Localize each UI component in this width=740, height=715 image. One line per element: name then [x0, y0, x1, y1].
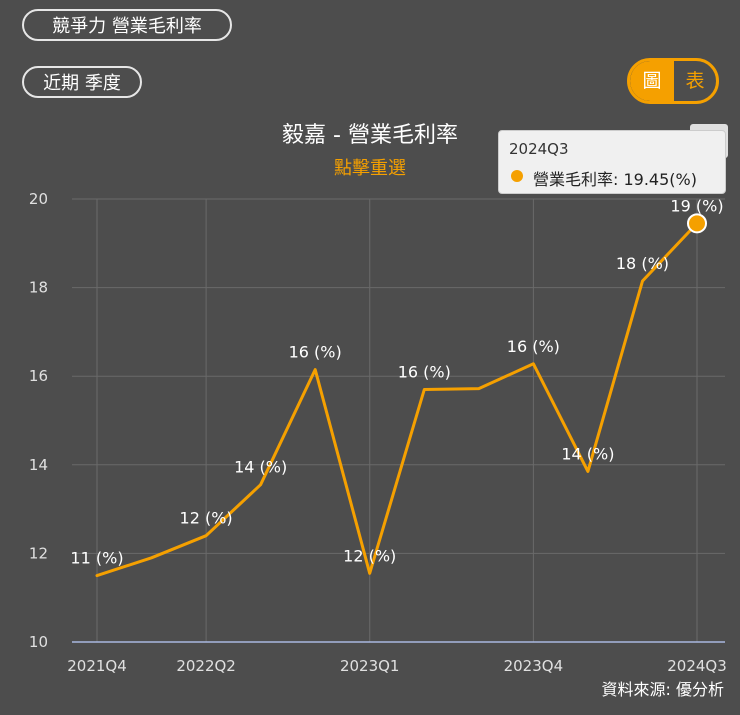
data-label: 11 (%) [70, 549, 123, 568]
tooltip-value: 營業毛利率: 19.45(%) [533, 170, 697, 189]
x-tick-label: 2023Q4 [504, 657, 564, 675]
chart-subtitle[interactable]: 點擊重選 [334, 158, 406, 179]
chart-tooltip: 2024Q3 營業毛利率: 19.45(%) [498, 130, 726, 194]
highlighted-point [687, 213, 707, 234]
data-label: 16 (%) [398, 362, 451, 381]
data-label: 14 (%) [561, 444, 614, 463]
y-tick-label: 18 [29, 279, 48, 297]
data-label: 14 (%) [234, 458, 287, 477]
table-view-button[interactable]: 表 [685, 70, 705, 92]
x-tick-label: 2024Q3 [667, 657, 727, 675]
data-source-note: 資料來源: 優分析 [601, 680, 724, 699]
tooltip-series-dot [511, 170, 523, 182]
line-chart: 毅嘉 - 營業毛利率 點擊重選 10 12 14 16 18 20 2021Q4 2022Q2… [29, 123, 727, 675]
data-label: 12 (%) [343, 546, 396, 565]
chart-title: 毅嘉 - 營業毛利率 [282, 123, 458, 148]
data-label: 16 (%) [507, 337, 560, 356]
y-tick-label: 10 [29, 633, 48, 651]
x-tick-label: 2023Q1 [340, 657, 400, 675]
y-tick-label: 16 [29, 367, 48, 385]
data-label: 18 (%) [616, 254, 669, 273]
period-selector-button[interactable]: 近期 季度 [22, 66, 142, 98]
data-label: 16 (%) [289, 343, 342, 362]
y-tick-label: 12 [29, 544, 48, 562]
series-line [95, 221, 699, 578]
tooltip-period: 2024Q3 [509, 140, 569, 158]
y-tick-label: 14 [29, 456, 48, 474]
chart-view-button[interactable]: 圖 [630, 61, 674, 101]
x-tick-label: 2021Q4 [67, 657, 127, 675]
view-toggle[interactable]: 圖 表 [627, 58, 719, 104]
x-tick-label: 2022Q2 [176, 657, 236, 675]
data-label: 12 (%) [180, 509, 233, 528]
y-tick-label: 20 [29, 190, 48, 208]
data-label: 19 (%) [670, 196, 723, 215]
metric-selector-button[interactable]: 競爭力 營業毛利率 [22, 9, 232, 41]
